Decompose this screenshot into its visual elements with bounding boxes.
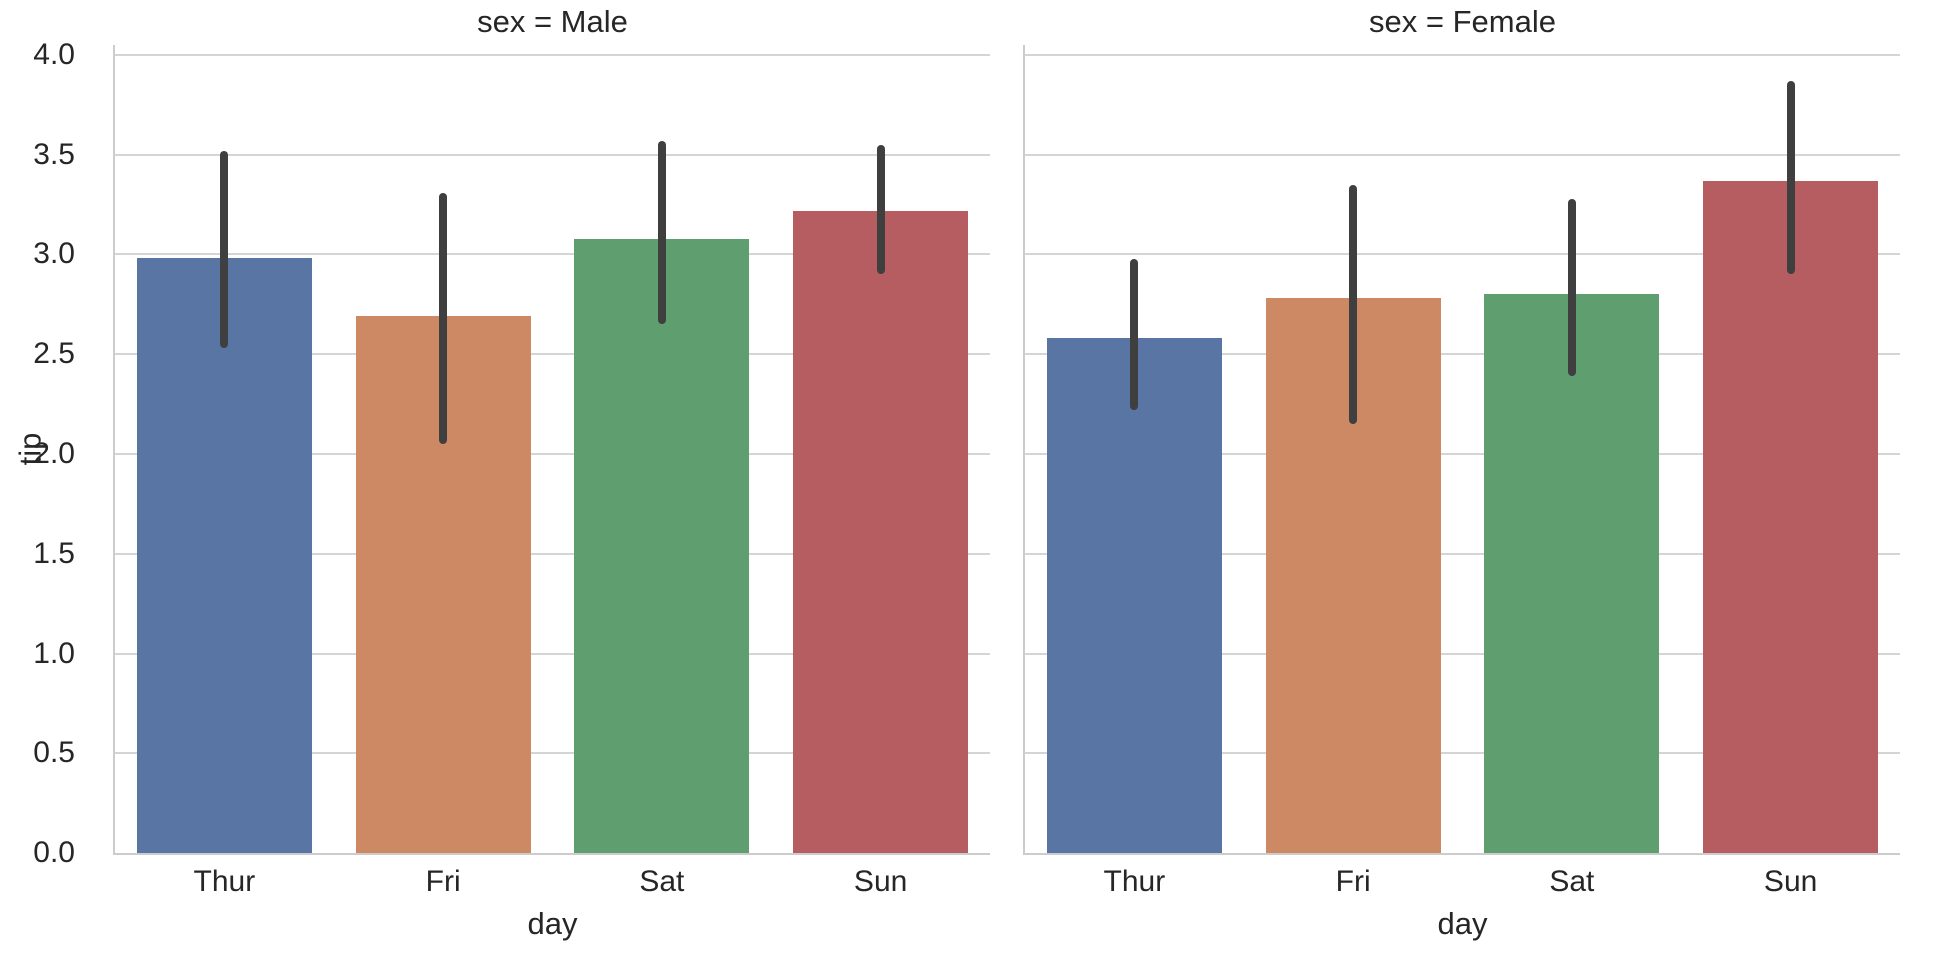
gridline-2.0	[1025, 453, 1900, 455]
y-tick-label-2.0: 2.0	[33, 437, 75, 470]
y-axis-label: tip	[12, 432, 48, 466]
x-tick-label-female-thur: Thur	[1103, 865, 1166, 898]
bar-female-sun	[1703, 180, 1879, 853]
bar-male-sun	[793, 210, 969, 853]
errorbar-male-sat	[657, 140, 666, 325]
errorbar-female-fri	[1349, 184, 1358, 425]
plot-area-male	[113, 45, 990, 855]
x-axis-label-female: day	[1437, 906, 1488, 941]
y-tick-label-3.0: 3.0	[33, 237, 75, 271]
gridline-3.5	[1025, 153, 1900, 156]
x-tick-label-male-sun: Sun	[853, 865, 908, 898]
gridline-4.0	[1025, 53, 1900, 56]
facet-title-female: sex = Female	[1369, 4, 1556, 39]
gridline-4.0	[115, 53, 990, 56]
y-tick-label-2.5: 2.5	[33, 337, 75, 371]
x-tick-label-female-sun: Sun	[1763, 865, 1818, 898]
bar-female-sat	[1484, 294, 1660, 853]
errorbar-female-sat	[1567, 198, 1576, 377]
bar-male-sat	[574, 238, 750, 853]
gridline-3.0	[1025, 253, 1900, 256]
bar-male-thur	[136, 258, 312, 853]
y-tick-label-4.0: 4.0	[33, 37, 75, 71]
y-tick-label-3.5: 3.5	[33, 137, 75, 171]
gridline-1.0	[1025, 652, 1900, 655]
errorbar-male-fri	[439, 192, 448, 445]
facet-male: sex = Male Thur Fri Sat Sun day	[113, 0, 990, 954]
gridline-3.0	[115, 253, 990, 256]
gridline-0.5	[1025, 752, 1900, 755]
y-tick-label-0.5: 0.5	[33, 736, 75, 770]
errorbar-female-sun	[1786, 80, 1795, 275]
gridline-0.5	[115, 752, 990, 755]
y-tick-label-1.5: 1.5	[33, 536, 75, 570]
x-tick-label-female-sat: Sat	[1549, 865, 1595, 898]
y-tick-label-0.0: 0.0	[33, 836, 75, 869]
gridline-1.5	[115, 552, 990, 555]
facet-female: sex = Female Thur Fri Sat Sun day	[1023, 0, 1900, 954]
gridline-1.5	[1025, 552, 1900, 555]
x-axis-tick-labels-male: Thur Fri Sat Sun	[115, 864, 990, 904]
facet-title-male: sex = Male	[477, 4, 628, 39]
gridline-2.0	[115, 453, 990, 455]
errorbar-female-thur	[1130, 258, 1139, 411]
errorbar-male-thur	[220, 150, 229, 349]
gridline-3.5	[115, 153, 990, 156]
y-axis-tick-labels: 0.0 0.5 1.0 1.5 2.0 2.5 3.0 3.5 4.0	[0, 39, 95, 867]
x-axis-label-male: day	[527, 906, 578, 941]
x-tick-label-male-fri: Fri	[425, 865, 461, 898]
bar-female-thur	[1046, 338, 1222, 853]
plot-area-female	[1023, 45, 1900, 855]
gridline-1.0	[115, 652, 990, 655]
errorbar-male-sun	[876, 144, 885, 275]
y-tick-label-1.0: 1.0	[33, 636, 75, 670]
x-axis-tick-labels-female: Thur Fri Sat Sun	[1025, 864, 1900, 904]
gridline-2.5	[1025, 353, 1900, 356]
gridline-2.5	[115, 353, 990, 356]
x-tick-label-male-sat: Sat	[639, 865, 685, 898]
x-tick-label-female-fri: Fri	[1335, 865, 1371, 898]
x-tick-label-male-thur: Thur	[193, 865, 256, 898]
